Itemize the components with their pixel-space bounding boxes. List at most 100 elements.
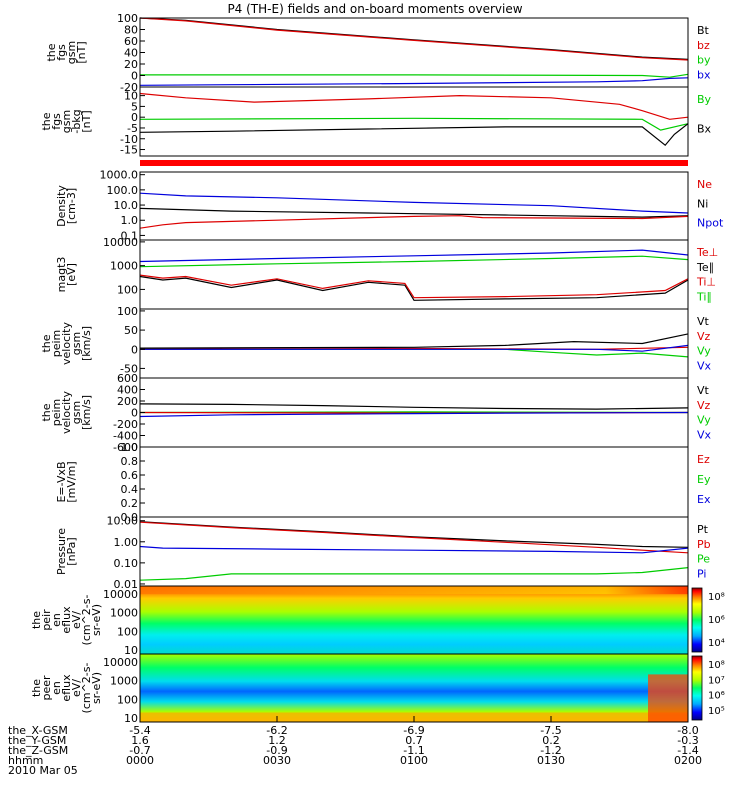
ylabel: Pressure[nPa] [55,528,78,575]
ytick-label: 60 [124,35,138,48]
ylabel-line: fgs [50,113,63,130]
ytick-label: -20 [120,81,138,94]
series-line-4 [139,77,689,86]
ytick-label: 20 [124,58,138,71]
legend-entry: Pi [697,567,706,580]
ylabel-line: Pressure [55,528,68,575]
ylabel-line: eflux [60,606,73,634]
ylabel-line: [mV/m] [65,461,78,502]
ylabel-line: the [30,679,43,697]
colorbar-label: 10⁶ [708,691,725,702]
time-axis-value: -7.5 [540,724,561,737]
ytick-label: 0.6 [121,469,139,482]
time-axis-value: 0030 [263,754,291,767]
ytick-label: 1.0 [121,441,139,454]
ylabel-line: sr-eV) [90,672,103,704]
panel-frame [139,239,689,310]
ylabel-line: the [40,403,53,421]
time-axis-value: -0.9 [266,744,287,757]
ylabel-line: [eV] [65,263,78,286]
time-axis-value: 1.6 [131,734,149,747]
ytick-label: 10.0 [114,199,139,212]
series-line-3 [140,344,689,352]
series-line-4 [139,411,689,418]
ytick-label: 0.1 [121,229,139,242]
ylabel-line: the [40,334,53,352]
ylabel-line: [cm-3] [65,188,78,224]
figure-title: P4 (TH-E) fields and on-board moments ov… [227,2,522,16]
legend-entry: Ni [697,197,708,210]
ylabel-line: gsm [65,41,78,64]
series-line-1 [139,403,689,410]
legend-entry: By [697,93,712,106]
ytick-label: -400 [113,430,138,443]
series-line-3 [140,73,689,78]
legend-entry: Pt [697,523,709,536]
series-line-3 [139,123,689,147]
ytick-label: 10000 [103,588,138,601]
ytick-label: 0 [131,407,138,420]
series-line-3 [139,545,689,554]
spectrogram-edge [648,674,688,722]
legend-entry: Vx [697,428,712,441]
ylabel-line: [km/s] [80,326,93,361]
ytick-label: 10000 [103,236,138,249]
ytick-label: 100 [117,283,138,296]
ylabel-line: fgs [55,44,68,61]
ytick-label: 10000 [103,656,138,669]
ylabel-line: velocity [60,322,73,365]
series-line-1 [139,92,689,120]
time-axis-value: -0.7 [129,744,150,757]
ylabel-line: eV/ [70,679,83,697]
time-axis-row-label: the_Y-GSM [8,734,66,747]
legend-entry: Ti⊥ [696,276,716,289]
legend-entry: Ez [697,453,710,466]
time-axis-value: -6.9 [403,724,424,737]
ytick-label: -200 [113,418,138,431]
ytick-label: 400 [117,384,138,397]
ytick-label: 0 [131,111,138,124]
ytick-label: 600 [117,372,138,385]
ytick-label: 100 [117,693,138,706]
series-line-2 [139,521,689,554]
colorbar [691,587,703,653]
series-line-4 [139,567,689,581]
panel-frame [139,171,689,241]
panels-group: 100806040200-20thefgsgsm[nT]Btbzbybx1050… [30,12,725,725]
ytick-label: 0.2 [121,497,139,510]
ytick-label: 200 [117,395,138,408]
colorbar-label: 10⁷ [708,675,725,686]
ytick-label: 1.0 [121,214,139,227]
time-axis-value: 1.2 [268,734,286,747]
ylabel-line: peer [40,675,53,701]
legend-entry: Te∥ [696,261,714,274]
series-line-4 [139,274,689,299]
ytick-label: 5 [131,100,138,113]
ytick-label: -50 [120,362,138,375]
ylabel-line: peim [50,330,63,358]
legend-entry: by [697,54,711,67]
legend-entry: Ey [697,473,711,486]
legend-entry: Vz [697,330,711,343]
ylabel-line: en [50,681,63,695]
date-label: 2010 Mar 05 [8,764,78,777]
state-bar [140,160,688,166]
ylabel-line: en [50,613,63,627]
ytick-label: 0.01 [114,578,139,591]
ytick-label: 0.10 [114,557,139,570]
time-axis: the_X-GSM -5.4 -6.2 -6.9 -7.5 -8.0 the_Y-GSM 1.… [8,716,702,777]
time-axis-value: -0.3 [677,734,698,747]
legend-entry: bx [697,68,711,81]
panel-4: 10000 1000 100 magt3[eV] Te⊥ Te∥ Ti⊥Ti∥ [55,236,718,310]
legend-entry: Npot [697,217,724,230]
legend-entry: Vx [697,359,712,372]
ytick-label: 100 [117,305,138,318]
legend-entry: Vt [697,315,710,328]
ytick-label: 1000 [110,607,138,620]
legend-entry: Vy [697,414,711,427]
ylabel-line: [nT] [80,110,93,132]
